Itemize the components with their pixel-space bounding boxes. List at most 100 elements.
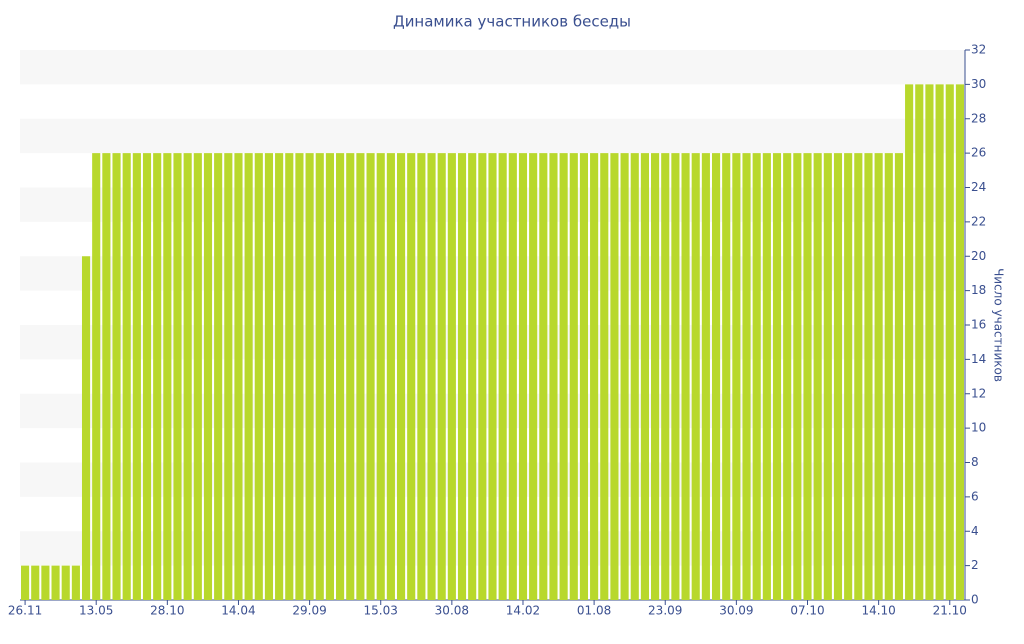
bar	[457, 153, 467, 600]
bar	[437, 153, 446, 600]
bar	[864, 153, 873, 600]
bar	[346, 153, 355, 600]
bar	[396, 153, 406, 600]
x-tick-label: 21.10	[933, 604, 967, 618]
x-tick-label: 01.08	[577, 604, 611, 618]
bar	[823, 153, 832, 600]
x-tick-label: 30.09	[719, 604, 753, 618]
bar	[691, 153, 700, 600]
bar	[234, 153, 243, 600]
bar	[488, 153, 497, 600]
y-tick-label: 16	[971, 318, 986, 332]
bar	[315, 153, 324, 600]
bar	[579, 153, 589, 600]
bar	[264, 153, 274, 600]
bar	[498, 153, 507, 600]
bar	[254, 153, 263, 600]
bar	[905, 84, 914, 600]
bar	[305, 153, 314, 600]
bar	[142, 153, 152, 600]
bar	[783, 153, 792, 600]
bar	[661, 153, 670, 600]
y-tick-label: 6	[971, 489, 979, 503]
x-tick-label: 07.10	[790, 604, 824, 618]
bar	[711, 153, 721, 600]
x-tick-label: 14.10	[861, 604, 895, 618]
y-tick-label: 32	[971, 43, 986, 57]
bar	[610, 153, 619, 600]
bar	[844, 153, 853, 600]
bar	[51, 565, 60, 600]
x-tick-label: 26.11	[8, 604, 42, 618]
bar	[193, 153, 202, 600]
bar	[153, 153, 162, 600]
x-tick-label: 29.09	[292, 604, 326, 618]
bar	[336, 153, 345, 600]
bar	[600, 153, 609, 600]
x-tick-label: 28.10	[150, 604, 184, 618]
bar	[701, 153, 710, 600]
x-tick-label: 14.02	[506, 604, 540, 618]
bar	[285, 153, 294, 600]
bar	[884, 153, 893, 600]
bar	[590, 153, 599, 600]
bar	[214, 153, 223, 600]
bar	[122, 153, 131, 600]
bar	[478, 153, 487, 600]
bar	[102, 153, 111, 600]
bar	[81, 256, 91, 600]
y-tick-label: 28	[971, 111, 986, 125]
bar	[793, 153, 802, 600]
bar	[803, 153, 812, 600]
bar	[651, 153, 660, 600]
bar	[732, 153, 741, 600]
x-tick-label: 15.03	[364, 604, 398, 618]
bar	[630, 153, 639, 600]
x-tick-label: 13.05	[79, 604, 113, 618]
bar	[132, 153, 141, 600]
bar	[671, 153, 680, 600]
bar	[31, 565, 40, 600]
y-tick-label: 24	[971, 180, 986, 194]
bar	[854, 153, 863, 600]
bar	[376, 153, 385, 600]
bar	[61, 565, 70, 600]
bar	[21, 565, 30, 600]
y-tick-label: 18	[971, 283, 986, 297]
bar	[295, 153, 304, 600]
bar	[366, 153, 375, 600]
bar	[508, 153, 517, 600]
grid-band	[20, 50, 965, 85]
bar	[549, 153, 558, 600]
bar	[325, 153, 334, 600]
x-tick-label: 23.09	[648, 604, 682, 618]
bar	[92, 153, 101, 600]
bar	[275, 153, 284, 600]
bar	[427, 153, 436, 600]
bar	[224, 153, 233, 600]
y-tick-label: 30	[971, 77, 986, 91]
y-tick-label: 0	[971, 593, 979, 607]
bar	[620, 153, 629, 600]
y-tick-label: 2	[971, 558, 979, 572]
bar	[772, 153, 782, 600]
y-tick-label: 14	[971, 352, 986, 366]
bar	[468, 153, 477, 600]
bar	[417, 153, 426, 600]
x-tick-label: 14.04	[221, 604, 255, 618]
bar	[762, 153, 771, 600]
bar	[407, 153, 416, 600]
bar	[935, 84, 944, 600]
y-tick-label: 4	[971, 524, 979, 538]
bar	[447, 153, 456, 600]
bar	[894, 153, 904, 600]
bar	[559, 153, 568, 600]
chart-title: Динамика участников беседы	[393, 13, 631, 31]
y-tick-label: 12	[971, 386, 986, 400]
bar	[813, 153, 822, 600]
bar	[112, 153, 121, 600]
bar	[173, 153, 182, 600]
bar	[874, 153, 883, 600]
bar	[722, 153, 731, 600]
